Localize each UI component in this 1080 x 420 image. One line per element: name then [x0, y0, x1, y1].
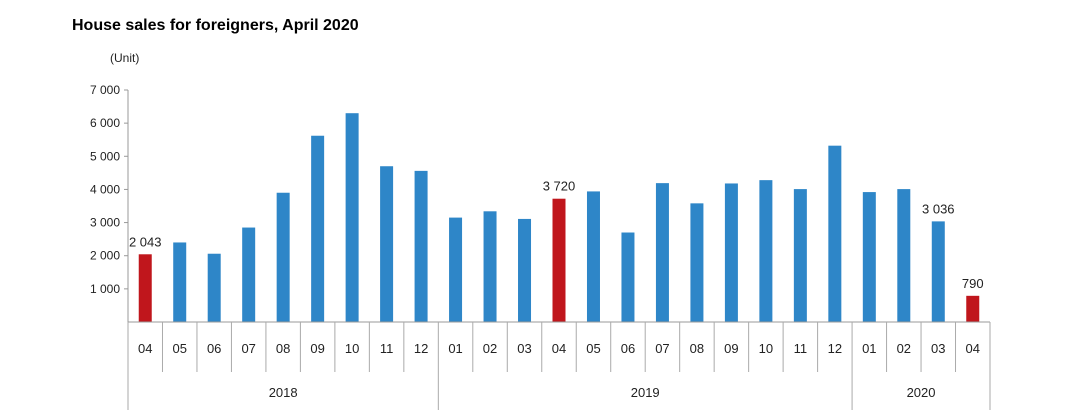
- bar: [380, 166, 394, 322]
- bar: [586, 191, 600, 322]
- year-label: 2020: [907, 385, 936, 400]
- year-label: 2018: [269, 385, 298, 400]
- x-tick-label: 08: [276, 341, 290, 356]
- data-label: 790: [962, 276, 984, 291]
- data-label: 2 043: [129, 234, 162, 249]
- bar: [759, 180, 773, 322]
- bar: [414, 170, 428, 322]
- bar: [173, 242, 187, 322]
- x-tick-label: 03: [931, 341, 945, 356]
- data-label: 3 036: [922, 201, 955, 216]
- bar-highlight: [552, 198, 566, 322]
- bar: [207, 253, 221, 322]
- x-tick-label: 10: [345, 341, 359, 356]
- bar: [483, 211, 497, 322]
- bar: [518, 218, 532, 322]
- x-tick-label: 05: [586, 341, 600, 356]
- bar: [690, 203, 704, 322]
- x-tick-label: 04: [138, 341, 152, 356]
- y-tick-label: 4 000: [90, 182, 120, 196]
- x-tick-label: 07: [655, 341, 669, 356]
- x-tick-label: 12: [828, 341, 842, 356]
- bar: [345, 113, 359, 322]
- x-tick-label: 04: [966, 341, 980, 356]
- bar: [897, 189, 911, 322]
- x-tick-label: 08: [690, 341, 704, 356]
- bar-highlight: [966, 295, 980, 322]
- y-tick-label: 2 000: [90, 249, 120, 263]
- data-labels: 2 043 3 720 3 036 790: [129, 179, 984, 291]
- bar: [793, 189, 807, 322]
- x-tick-label: 01: [448, 341, 462, 356]
- x-tick-label: 09: [724, 341, 738, 356]
- bar: [931, 221, 945, 322]
- y-tick-label: 3 000: [90, 216, 120, 230]
- x-tick-label: 03: [517, 341, 531, 356]
- y-axis: 7 000 6 000 5 000 4 000 3 000 2 000 1 000: [90, 83, 129, 322]
- bar: [449, 217, 463, 322]
- data-label: 3 720: [543, 179, 576, 194]
- y-tick-label: 1 000: [90, 282, 120, 296]
- x-tick-label: 11: [794, 341, 808, 356]
- x-tick-label: 09: [310, 341, 324, 356]
- x-axis: 04 05 06 07 08 09 10 11 12 01 02 03 04 05 06 07 08 09 10 11…: [127, 321, 991, 410]
- bar: [276, 192, 290, 322]
- y-tick-label: 5 000: [90, 149, 120, 163]
- x-tick-label: 07: [241, 341, 255, 356]
- unit-label: (Unit): [110, 51, 139, 65]
- bar: [621, 232, 635, 322]
- x-tick-label: 10: [759, 341, 773, 356]
- x-tick-label: 12: [414, 341, 428, 356]
- x-tick-label: 06: [207, 341, 221, 356]
- y-tick-label: 6 000: [90, 116, 120, 130]
- bar: [311, 135, 325, 322]
- x-tick-label: 01: [862, 341, 876, 356]
- bar: [242, 227, 256, 322]
- bars: [138, 113, 980, 322]
- x-tick-label: 02: [897, 341, 911, 356]
- y-tick-label: 7 000: [90, 83, 120, 97]
- bar: [655, 183, 669, 322]
- x-tick-label: 04: [552, 341, 566, 356]
- x-tick-label: 02: [483, 341, 497, 356]
- year-label: 2019: [631, 385, 660, 400]
- x-tick-label: 05: [172, 341, 186, 356]
- bar: [724, 183, 738, 322]
- x-tick-label: 11: [380, 341, 394, 356]
- bar: [862, 192, 876, 322]
- chart-title: House sales for foreigners, April 2020: [72, 17, 359, 34]
- x-tick-label: 06: [621, 341, 635, 356]
- bar-highlight: [138, 254, 152, 322]
- bar: [828, 145, 842, 322]
